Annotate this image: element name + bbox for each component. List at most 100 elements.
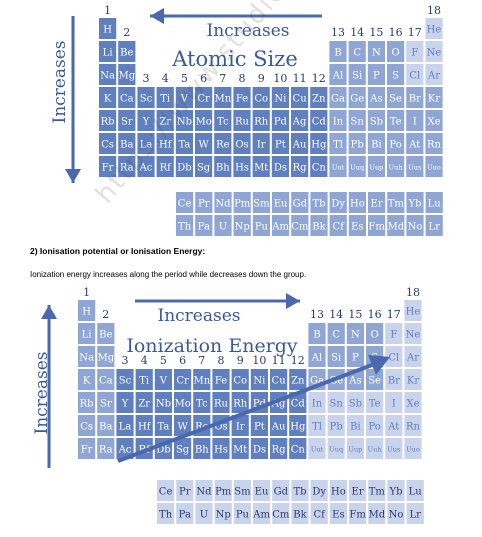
element-symbol-Be: Be [120, 48, 133, 59]
group-number-4: 4 [141, 354, 148, 367]
element-cell-H [98, 17, 118, 40]
element-cell-Ga [328, 86, 348, 109]
element-symbol-Tc: Tc [196, 399, 208, 410]
f-block-symbol-Nd: Nd [215, 199, 231, 210]
element-cell-Uuh [386, 155, 406, 178]
group-number-15: 15 [348, 308, 362, 321]
group-number-6: 6 [200, 72, 207, 85]
element-cell-Si [326, 345, 346, 368]
element-cell-Y [115, 391, 135, 414]
element-symbol-Cu: Cu [293, 94, 308, 105]
element-symbol-Ra: Ra [120, 163, 134, 174]
element-cell-F [405, 40, 425, 63]
atomic-size-top-arrow-head [150, 8, 164, 24]
f-block-cell-Tm [367, 479, 387, 502]
f-block-cell-U [213, 214, 233, 237]
element-symbol-Uuh: Uuh [389, 164, 403, 172]
element-cell-Uuo [403, 437, 423, 460]
f-block-symbol-Pu: Pu [236, 510, 250, 521]
element-cell-Cr [173, 368, 193, 391]
element-cell-Mt [251, 155, 271, 178]
element-cell-O [365, 322, 385, 345]
element-cell-He [403, 299, 423, 322]
element-cell-Hf [155, 132, 175, 155]
f-block-symbol-Np: Np [235, 222, 250, 233]
element-symbol-La: La [119, 422, 132, 433]
element-cell-Fr [98, 155, 118, 178]
element-symbol-W: W [198, 140, 209, 151]
group-number-2: 2 [123, 26, 130, 39]
f-block-cell-Nd [213, 191, 233, 214]
element-cell-Ar [403, 345, 423, 368]
element-cell-C [347, 40, 367, 63]
element-cell-Uut [328, 155, 348, 178]
element-cell-Nb [174, 109, 195, 132]
element-cell-Sb [366, 109, 386, 132]
f-block-cell-Pm [232, 191, 252, 214]
group-number-18: 18 [406, 286, 420, 299]
element-cell-Ti [155, 86, 175, 109]
ionization-title: Ionization Energy [126, 335, 298, 357]
f-block-cell-Th [175, 214, 195, 237]
element-symbol-Pt: Pt [254, 422, 265, 433]
element-symbol-Y: Y [121, 399, 129, 410]
element-symbol-Cs: Cs [101, 140, 114, 151]
f-block-symbol-Bk: Bk [293, 510, 307, 521]
element-symbol-Nb: Nb [177, 117, 192, 128]
element-symbol-I: I [392, 399, 396, 410]
element-symbol-Si: Si [331, 353, 341, 364]
element-symbol-Xe: Xe [427, 117, 440, 128]
f-block-cell-Sm [232, 479, 253, 502]
group-number-6: 6 [179, 354, 186, 367]
element-cell-Pb [347, 132, 367, 155]
element-symbol-V: V [180, 94, 189, 105]
element-symbol-N: N [372, 48, 381, 59]
f-block-symbol-Th: Th [178, 222, 192, 233]
element-symbol-Na: Na [100, 71, 115, 82]
element-symbol-La: La [140, 140, 153, 151]
element-symbol-Bh: Bh [216, 163, 230, 174]
element-cell-Bi [345, 414, 365, 437]
f-block-cell-Pa [194, 214, 214, 237]
element-symbol-Ta: Ta [178, 140, 190, 151]
element-cell-La [136, 132, 156, 155]
element-symbol-Mo: Mo [195, 117, 211, 128]
element-symbol-Ni: Ni [274, 94, 286, 105]
element-cell-Mn [213, 86, 233, 109]
f-block-symbol-Tm: Tm [369, 487, 386, 498]
element-cell-Ra [117, 155, 137, 178]
element-symbol-Ga: Ga [331, 94, 345, 105]
element-cell-W [194, 132, 214, 155]
element-cell-Mo [194, 109, 214, 132]
element-cell-Rn [403, 414, 423, 437]
element-symbol-Tl: Tl [333, 140, 343, 151]
element-cell-Sg [194, 155, 214, 178]
element-cell-Fe [232, 86, 252, 109]
element-cell-Na [98, 63, 118, 86]
group-number-12: 12 [291, 354, 305, 367]
f-block-cell-Np [213, 502, 233, 525]
f-block-symbol-Er: Er [352, 487, 364, 498]
element-symbol-Ge: Ge [329, 376, 343, 387]
f-block-symbol-Nd: Nd [196, 487, 212, 498]
element-cell-As [366, 86, 386, 109]
element-cell-In [307, 391, 327, 414]
f-block-symbol-Lr: Lr [428, 222, 440, 233]
f-block-symbol-Gd: Gd [293, 199, 308, 210]
element-symbol-Zn: Zn [291, 376, 305, 387]
element-cell-Hs [211, 437, 231, 460]
f-block-symbol-Es: Es [351, 222, 363, 233]
element-symbol-Mn: Mn [193, 376, 210, 387]
element-cell-Sn [347, 109, 367, 132]
f-block-cell-Pm [213, 479, 233, 502]
element-cell-Os [232, 132, 252, 155]
element-cell-Be [117, 40, 137, 63]
element-symbol-Ac: Ac [118, 445, 132, 456]
element-symbol-Ni: Ni [253, 376, 265, 387]
element-cell-Rb [98, 109, 118, 132]
f-block-cell-Fm [367, 214, 387, 237]
f-block-cell-Er [367, 191, 387, 214]
element-cell-Li [98, 40, 118, 63]
group-number-8: 8 [239, 72, 246, 85]
f-block-cell-Ce [175, 191, 195, 214]
